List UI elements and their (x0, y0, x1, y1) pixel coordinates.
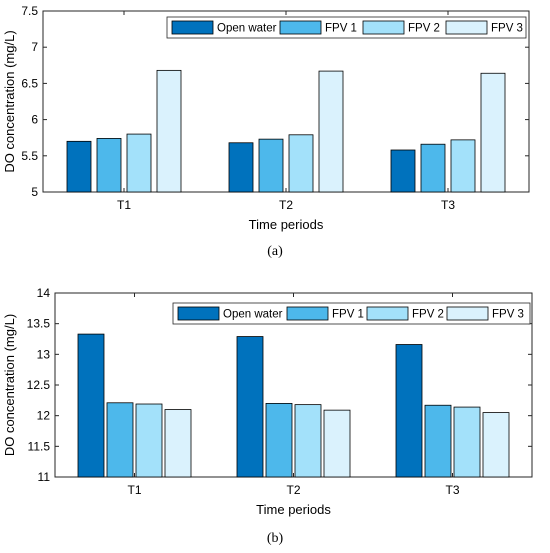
chart-a-ytick-label: 6 (31, 113, 38, 127)
chart-b-bar-open-water-t1 (77, 333, 105, 478)
chart-a-legend-swatch-fpv-1 (279, 20, 322, 35)
chart-b-ytick-label: 12 (37, 409, 51, 423)
chart-b-bar-open-water-t2 (236, 336, 264, 478)
chart-a-x-axis-title: Time periods (249, 217, 324, 232)
chart-b-bar-open-water-t3 (395, 344, 423, 478)
chart-a-bar-open-water-t2 (228, 142, 254, 193)
chart-a-legend-swatch-open-water (171, 20, 214, 35)
chart-b-ytick-label: 13 (37, 347, 51, 361)
chart-b-legend-label: FPV 2 (412, 309, 444, 321)
chart-a-legend-label: FPV 1 (325, 23, 357, 35)
chart-b-legend-label: FPV 3 (492, 309, 524, 321)
chart-a-bar-open-water-t1 (66, 140, 92, 193)
chart-a-bar-open-water-t3 (390, 149, 416, 193)
chart-b-ytick-label: 14 (37, 286, 51, 300)
chart-b-legend-box (172, 302, 531, 325)
chart-a-ytick-label: 7.5 (21, 4, 38, 18)
chart-b-legend-label: FPV 1 (332, 309, 364, 321)
chart-b-ytick-label: 11 (38, 470, 51, 484)
chart-b-ytick-label: 13.5 (27, 317, 51, 331)
chart-b-y-axis-title: DO concentration (mg/L) (2, 314, 17, 456)
chart-b-legend-swatch-fpv-3 (446, 306, 489, 321)
chart-a-legend-swatch-fpv-3 (445, 20, 488, 35)
chart-b-legend-swatch-fpv-2 (366, 306, 409, 321)
chart-a-bar-fpv-2-t1 (126, 133, 152, 193)
chart-b-xtick-label: T2 (286, 483, 300, 497)
chart-b-ytick-label: 12.5 (27, 378, 51, 392)
chart-a-bar-fpv-2-t2 (288, 134, 314, 193)
panel-label-b: (b) (266, 531, 284, 546)
panel-label-a: (a) (267, 244, 283, 259)
chart-a-xtick-label: T3 (441, 198, 455, 212)
chart-a-legend-label: FPV 3 (491, 23, 523, 35)
chart-a-bar-fpv-1-t3 (420, 143, 446, 193)
chart-a-ytick-label: 5.5 (21, 149, 38, 163)
chart-b-legend-label: Open water (223, 309, 283, 321)
chart-b-bar-fpv-2-t3 (453, 406, 481, 478)
chart-a-bar-fpv-3-t1 (156, 69, 182, 193)
chart-b-bar-fpv-3-t1 (164, 409, 192, 478)
chart-a-bar-fpv-1-t1 (96, 138, 122, 193)
chart-a-legend-label: FPV 2 (408, 23, 440, 35)
chart-a-legend-swatch-fpv-2 (362, 20, 405, 35)
chart-a-bar-fpv-1-t2 (258, 138, 284, 193)
chart-a-ytick-label: 5 (31, 185, 38, 199)
chart-a-bar-fpv-3-t2 (318, 70, 344, 193)
chart-b-bar-fpv-1-t2 (265, 403, 293, 478)
chart-a-legend: Open water FPV 1 FPV 2 FPV 3 (166, 16, 527, 39)
chart-a-ytick-label: 7 (31, 40, 38, 54)
chart-b-xtick-label: T3 (445, 483, 459, 497)
chart-b-bar-fpv-1-t3 (424, 404, 452, 478)
chart-b-bar-fpv-1-t1 (106, 402, 134, 478)
chart-b-bar-fpv-3-t3 (482, 412, 510, 478)
chart-panel-a: 5 5.5 6 6.5 7 7.5 T1 T2 T3 Time periods DO concent… (0, 0, 550, 268)
chart-a-bar-fpv-3-t3 (480, 72, 506, 193)
chart-b-bar-fpv-2-t2 (294, 404, 322, 478)
chart-b-bar-fpv-2-t1 (135, 403, 163, 478)
chart-b-legend-swatch-fpv-1 (286, 306, 329, 321)
chart-b-ytick-label: 11.5 (28, 439, 51, 453)
chart-a-bar-fpv-2-t3 (450, 139, 476, 193)
bar-chart-b: 11 11.5 12 12.5 13 13.5 14 T1 T2 T3 Time periods DO… (2, 286, 533, 517)
chart-a-ytick-label: 6.5 (21, 76, 38, 90)
chart-a-y-axis-title: DO concentration (mg/L) (2, 30, 17, 172)
chart-a-legend-label: Open water (217, 23, 277, 35)
chart-a-xtick-label: T1 (117, 198, 131, 212)
bar-chart-a: 5 5.5 6 6.5 7 7.5 T1 T2 T3 Time periods DO concent… (2, 4, 530, 232)
chart-b-xtick-label: T1 (127, 483, 141, 497)
chart-a-legend-box (166, 16, 527, 39)
chart-panel-b: 11 11.5 12 12.5 13 13.5 14 T1 T2 T3 Time periods DO… (0, 276, 550, 553)
chart-b-x-axis-title: Time periods (256, 502, 331, 517)
chart-a-xtick-label: T2 (279, 198, 293, 212)
chart-b-bar-fpv-3-t2 (323, 409, 351, 478)
chart-b-legend: Open water FPV 1 FPV 2 FPV 3 (172, 302, 531, 325)
chart-b-legend-swatch-open-water (177, 306, 220, 321)
